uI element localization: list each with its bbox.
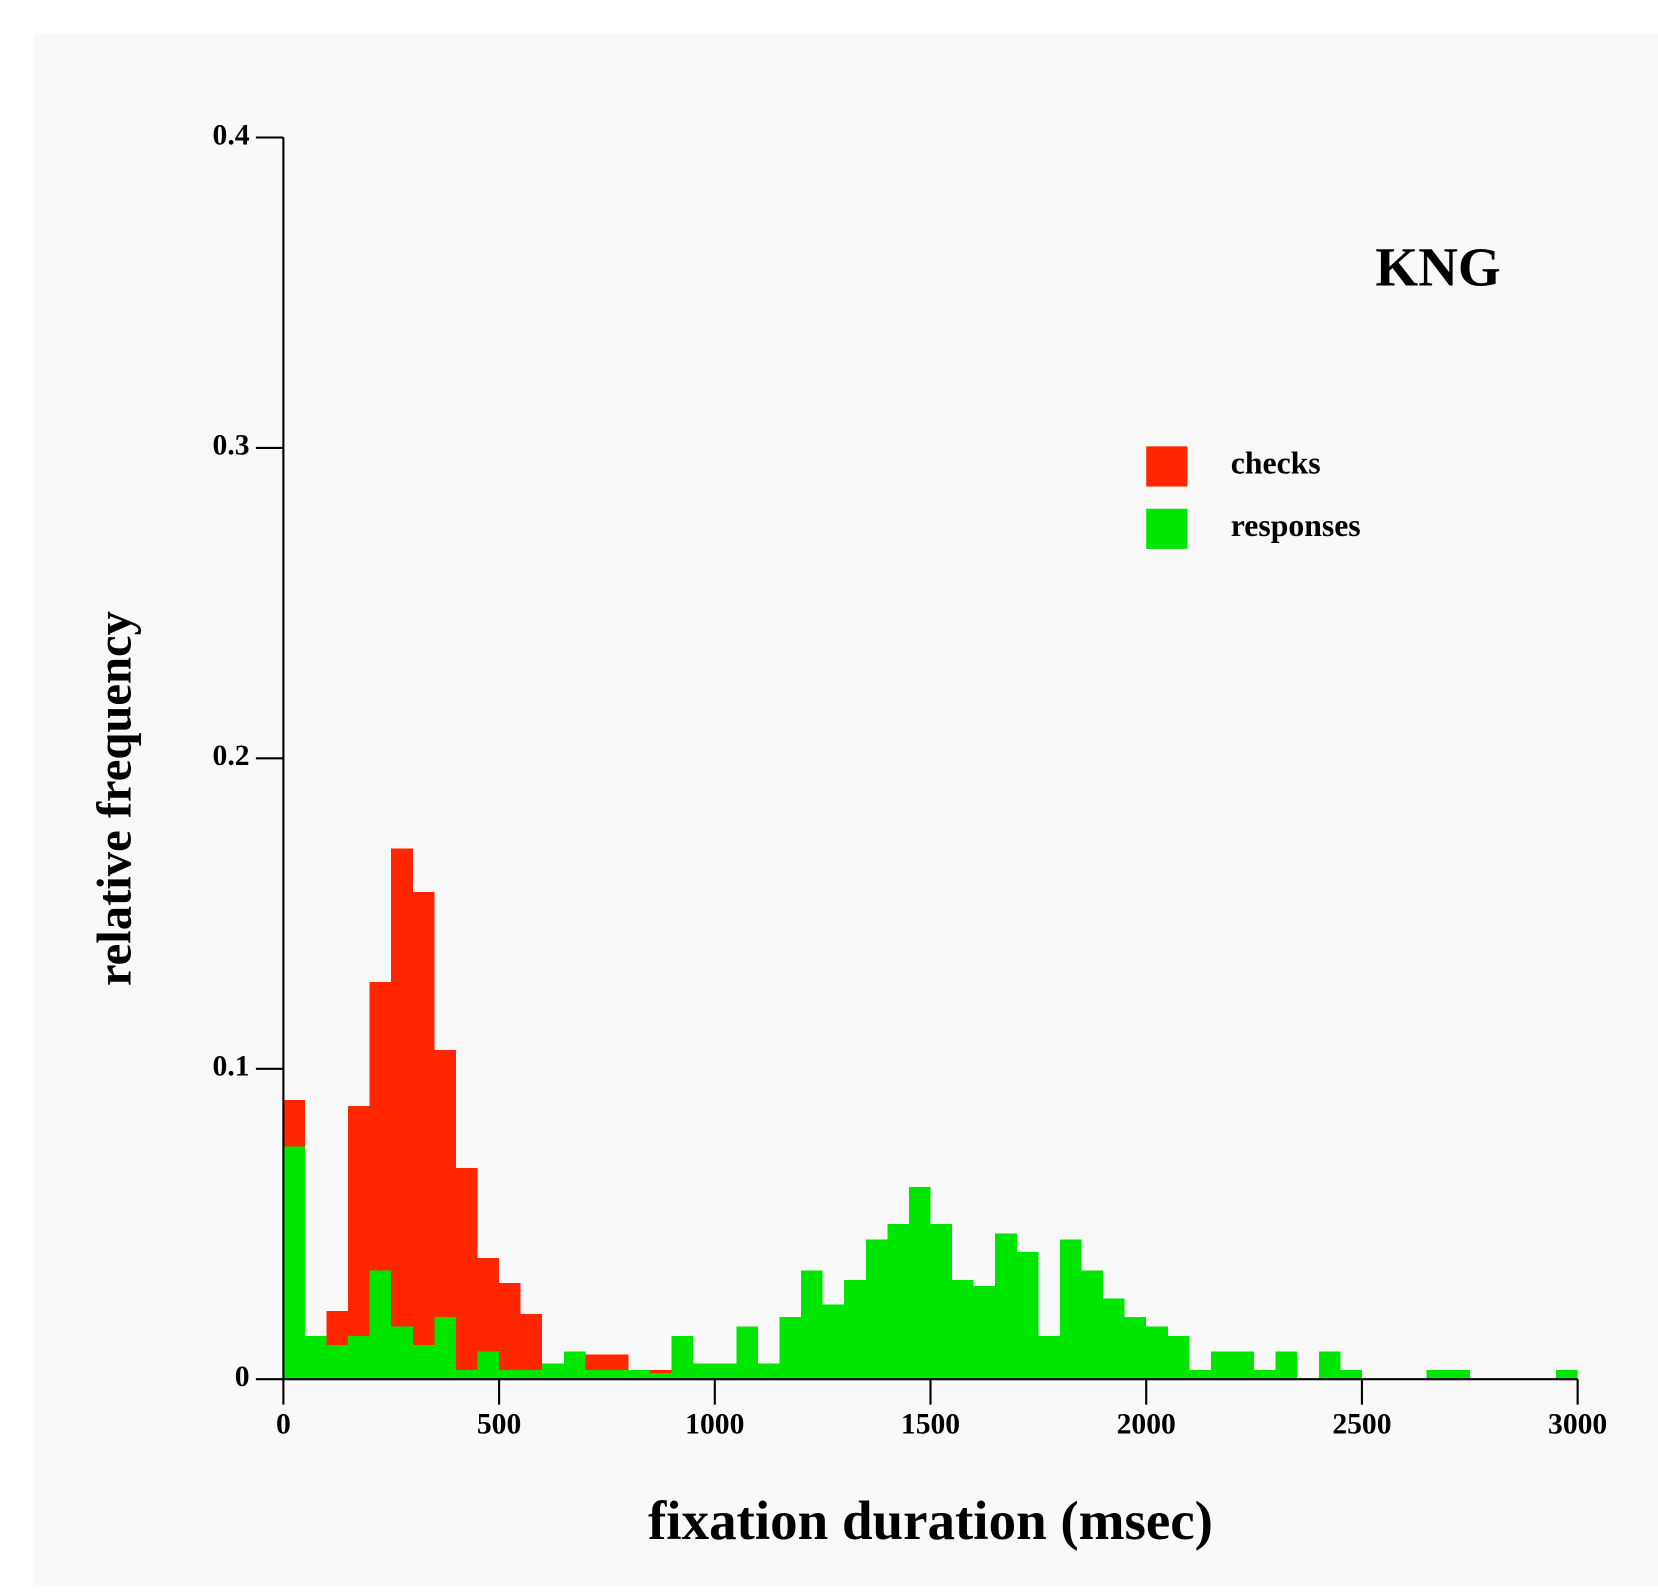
- histogram-bar: [434, 1317, 456, 1380]
- histogram-bar: [1275, 1351, 1298, 1380]
- x-tick-label: 1000: [685, 1409, 744, 1441]
- histogram-bar: [1167, 1335, 1190, 1380]
- histogram-bar: [736, 1326, 758, 1380]
- histogram-bar: [930, 1224, 953, 1380]
- histogram-bar: [973, 1286, 996, 1380]
- histogram-bar: [1103, 1298, 1125, 1380]
- histogram-bar: [477, 1351, 500, 1380]
- legend-label: checks: [1231, 446, 1321, 481]
- histogram-bar: [908, 1186, 931, 1380]
- histogram-bar: [1232, 1351, 1255, 1380]
- histogram-bar: [779, 1317, 802, 1380]
- x-tick-label: 1500: [901, 1409, 960, 1441]
- x-tick-label: 500: [477, 1409, 521, 1441]
- histogram-bar: [1556, 1369, 1578, 1380]
- histogram-bar: [283, 1146, 305, 1380]
- histogram-bar: [455, 1168, 478, 1380]
- histogram-bar: [865, 1239, 888, 1380]
- histogram-bar: [1426, 1369, 1449, 1380]
- histogram-bar: [693, 1363, 715, 1380]
- histogram-bar: [606, 1369, 629, 1380]
- histogram-bar: [1059, 1239, 1082, 1380]
- histogram-bar: [434, 1050, 456, 1380]
- histogram-bar: [1254, 1369, 1276, 1380]
- legend-swatch: [1146, 446, 1188, 487]
- histogram-bar: [412, 891, 435, 1380]
- histogram-bar: [757, 1363, 780, 1380]
- y-axis-label: relative frequency: [88, 611, 142, 986]
- histogram-bar: [1038, 1335, 1060, 1380]
- histogram-bar: [369, 1270, 392, 1380]
- histogram-bar: [391, 1326, 413, 1380]
- histogram-bar: [520, 1314, 543, 1380]
- histogram-bar: [1016, 1251, 1039, 1380]
- x-tick-label: 2000: [1117, 1409, 1176, 1441]
- y-tick-label: 0.1: [213, 1051, 250, 1083]
- histogram-bar: [499, 1369, 521, 1380]
- y-tick-label: 0.3: [213, 430, 250, 462]
- histogram-bar: [326, 1345, 349, 1380]
- histogram-bar: [995, 1233, 1017, 1380]
- histogram-bar: [499, 1282, 521, 1380]
- legend-label: responses: [1231, 508, 1361, 543]
- histogram-bar: [628, 1369, 651, 1380]
- histogram-bar: [844, 1279, 866, 1380]
- histogram-bar: [542, 1363, 564, 1380]
- histogram-bar: [585, 1369, 607, 1380]
- x-tick-label: 3000: [1548, 1409, 1607, 1441]
- x-tick-label: 0: [276, 1409, 291, 1441]
- x-tick-label: 2500: [1332, 1409, 1391, 1441]
- histogram-bar: [650, 1373, 672, 1380]
- legend-swatch: [1146, 508, 1188, 549]
- histogram-bar: [671, 1335, 694, 1380]
- histogram-bar: [714, 1363, 737, 1380]
- histogram-bar: [455, 1369, 478, 1380]
- histogram-bar: [952, 1279, 974, 1380]
- histogram-bar: [887, 1224, 909, 1380]
- histogram-bar: [801, 1270, 823, 1380]
- histogram-bar: [822, 1304, 845, 1380]
- histogram-bar: [1340, 1369, 1362, 1380]
- histogram-bar: [477, 1258, 500, 1380]
- y-tick-label: 0.2: [213, 740, 250, 772]
- histogram-bar: [348, 1106, 370, 1380]
- histogram-bar: [1189, 1369, 1211, 1380]
- histogram-bar: [1146, 1326, 1168, 1380]
- y-tick-label: 0.4: [213, 119, 250, 151]
- histogram-bar: [304, 1335, 327, 1380]
- histogram-bar: [1210, 1351, 1233, 1380]
- x-axis-label: fixation duration (msec): [648, 1490, 1213, 1551]
- histogram-bar: [520, 1369, 543, 1380]
- y-tick-label: 0: [235, 1361, 250, 1393]
- chart-title: KNG: [1375, 237, 1500, 298]
- histogram-bar: [1124, 1317, 1147, 1380]
- histogram-bar: [412, 1345, 435, 1380]
- histogram-bar: [1448, 1369, 1470, 1380]
- histogram-bar: [563, 1351, 586, 1380]
- histogram-bar: [1081, 1270, 1104, 1380]
- histogram-bar: [1318, 1351, 1341, 1380]
- histogram-bar: [348, 1335, 370, 1380]
- histogram-bar: [391, 848, 413, 1380]
